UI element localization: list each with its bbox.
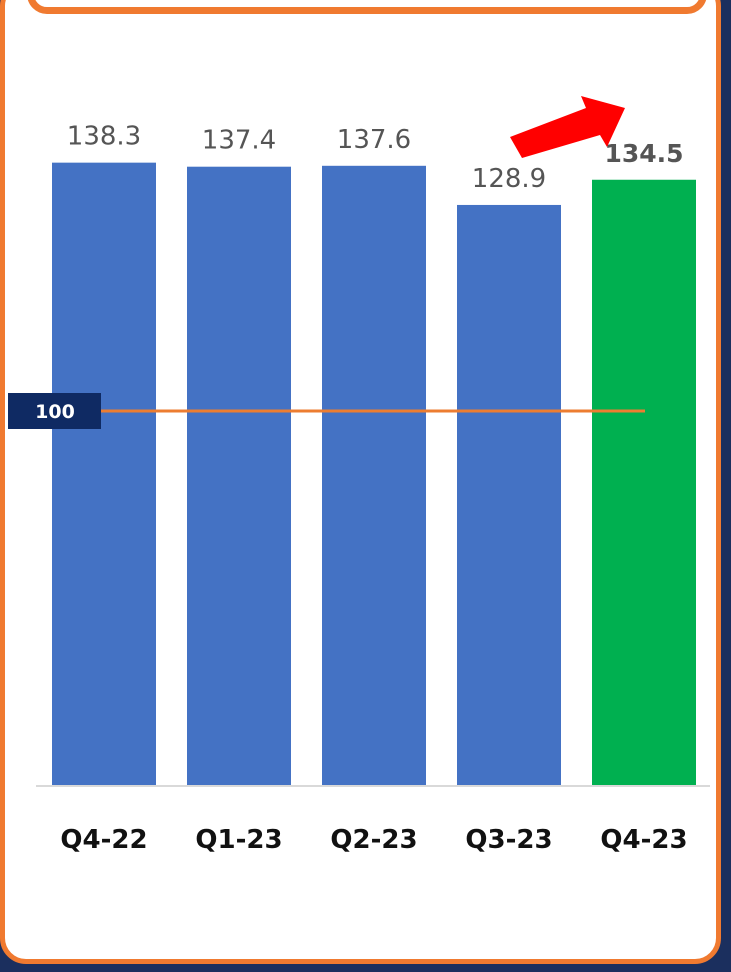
category-label-q3-23: Q3-23 [465,825,552,855]
reference-label: 100 [35,401,75,423]
value-label-q2-23: 137.6 [337,125,411,155]
bar-q4-23 [592,179,696,785]
category-label-q2-23: Q2-23 [330,825,417,855]
bar-q4-22 [52,162,156,785]
category-label-q1-23: Q1-23 [195,825,282,855]
reference-tag [8,393,101,429]
reference-line-group: 100 [8,393,645,429]
value-label-q1-23: 137.4 [202,126,276,156]
bar-q1-23 [187,166,291,785]
bar-q2-23 [322,165,426,786]
bars-group [52,162,696,786]
value-label-q4-22: 138.3 [67,122,141,152]
category-label-q4-22: Q4-22 [60,825,147,855]
category-labels-group: Q4-22 Q1-23 Q2-23 Q3-23 Q4-23 [60,825,687,855]
red-arrow-icon [510,96,625,158]
bar-q3-23 [457,204,561,785]
value-label-q4-23: 134.5 [604,139,683,168]
value-label-q3-23: 128.9 [472,164,546,194]
value-labels-group: 138.3 137.4 137.6 128.9 134.5 [67,122,684,194]
category-label-q4-23: Q4-23 [600,825,687,855]
